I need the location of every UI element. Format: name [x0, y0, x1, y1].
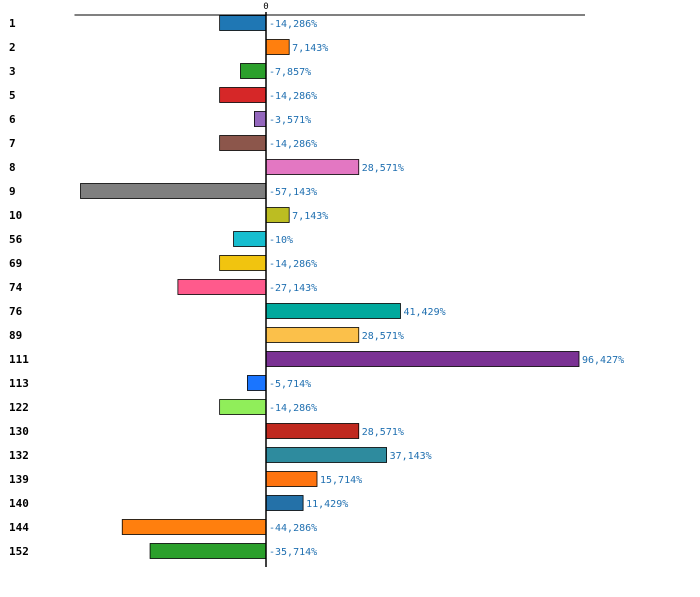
value-label: 15,714%: [320, 475, 362, 486]
category-label: 139: [9, 473, 29, 486]
category-label: 3: [9, 65, 16, 78]
value-label: -7,857%: [269, 67, 311, 78]
bar: [121, 519, 267, 535]
value-label: 28,571%: [362, 163, 404, 174]
value-label: 7,143%: [292, 43, 328, 54]
category-label: 1: [9, 17, 16, 30]
value-label: -14,286%: [269, 259, 317, 270]
category-label: 140: [9, 497, 29, 510]
category-label: 10: [9, 209, 22, 222]
bar: [265, 303, 401, 319]
bar: [219, 255, 267, 271]
category-label: 2: [9, 41, 16, 54]
bar: [219, 87, 267, 103]
bar: [219, 15, 267, 31]
category-label: 8: [9, 161, 16, 174]
category-label: 69: [9, 257, 22, 270]
bar: [265, 471, 318, 487]
value-label: -5,714%: [269, 379, 311, 390]
value-label: -35,714%: [269, 547, 317, 558]
value-label: -27,143%: [269, 283, 317, 294]
category-label: 113: [9, 377, 29, 390]
value-label: 37,143%: [390, 451, 432, 462]
bar: [80, 183, 267, 199]
category-label: 152: [9, 545, 29, 558]
category-label: 122: [9, 401, 29, 414]
bar: [265, 39, 290, 55]
category-label: 5: [9, 89, 16, 102]
value-label: 96,427%: [582, 355, 624, 366]
value-label: -3,571%: [269, 115, 311, 126]
value-label: -14,286%: [269, 19, 317, 30]
bars-layer: 1 -14,286% 2 7,143% 3 -7,857% 5 -14,286% 6 -3,571…: [9, 15, 624, 559]
value-label: 7,143%: [292, 211, 328, 222]
bar: [219, 399, 267, 415]
category-label: 130: [9, 425, 29, 438]
value-label: -44,286%: [269, 523, 317, 534]
bar: [219, 135, 267, 151]
value-label: -57,143%: [269, 187, 317, 198]
bar: [265, 423, 360, 439]
category-label: 111: [9, 353, 29, 366]
value-label: 28,571%: [362, 427, 404, 438]
bar: [240, 63, 267, 79]
category-label: 7: [9, 137, 16, 150]
bar: [247, 375, 267, 391]
value-label: -14,286%: [269, 91, 317, 102]
category-label: 89: [9, 329, 22, 342]
bar: [265, 159, 360, 175]
value-label: -10%: [269, 235, 293, 246]
category-label: 6: [9, 113, 16, 126]
value-label: 41,429%: [403, 307, 445, 318]
bar: [177, 279, 267, 295]
bar: [265, 327, 360, 343]
category-label: 9: [9, 185, 16, 198]
zero-tick-label: 0: [263, 2, 268, 12]
bar: [265, 351, 580, 367]
category-label: 132: [9, 449, 29, 462]
bar: [265, 495, 304, 511]
bar: [254, 111, 267, 127]
value-label: 11,429%: [306, 499, 348, 510]
bar: [265, 207, 290, 223]
category-label: 76: [9, 305, 23, 318]
bar: [149, 543, 267, 559]
bar: [233, 231, 267, 247]
category-label: 144: [9, 521, 29, 534]
value-label: 28,571%: [362, 331, 404, 342]
value-label: -14,286%: [269, 139, 317, 150]
bar: [265, 447, 387, 463]
value-label: -14,286%: [269, 403, 317, 414]
category-label: 56: [9, 233, 23, 246]
category-label: 74: [9, 281, 23, 294]
